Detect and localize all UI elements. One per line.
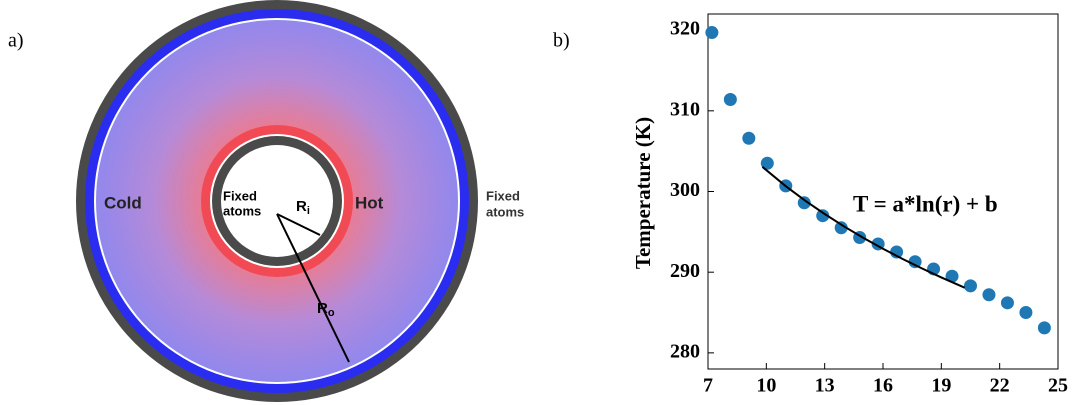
x-tick-label: 22 bbox=[990, 375, 1010, 397]
x-tick-label: 19 bbox=[931, 375, 951, 397]
data-point bbox=[1001, 296, 1014, 309]
fixed-label: Fixed bbox=[223, 188, 257, 203]
x-tick-label: 7 bbox=[703, 375, 713, 397]
x-tick-label: 16 bbox=[873, 375, 893, 397]
y-tick-label: 290 bbox=[670, 260, 700, 282]
fixed-label: Fixed bbox=[486, 188, 520, 203]
data-point bbox=[742, 132, 755, 145]
fixed-label: atoms bbox=[486, 204, 524, 219]
x-tick-label: 10 bbox=[756, 375, 776, 397]
data-point bbox=[1019, 306, 1032, 319]
y-tick-label: 280 bbox=[670, 340, 700, 362]
cold-label: Cold bbox=[104, 193, 142, 212]
y-tick-label: 300 bbox=[670, 179, 700, 201]
data-point bbox=[1038, 321, 1051, 334]
hot-label: Hot bbox=[355, 193, 384, 212]
y-tick-label: 320 bbox=[670, 18, 700, 40]
panel-b: b) Temperature (K) T = a*ln(r) + b 280 29… bbox=[553, 14, 1068, 397]
x-tick-label: 25 bbox=[1048, 375, 1068, 397]
panel-label: b) bbox=[553, 30, 570, 52]
data-point bbox=[724, 93, 737, 106]
figure: a) Cold Hot Fixed atoms Fixed atoms Ri R… bbox=[0, 0, 1078, 405]
data-point bbox=[705, 26, 718, 39]
panel-label: a) bbox=[8, 30, 24, 52]
y-tick-label: 310 bbox=[670, 98, 700, 120]
panel-a: a) Cold Hot Fixed atoms Fixed atoms Ri R… bbox=[8, 0, 524, 402]
y-axis-label: Temperature (K) bbox=[631, 117, 655, 269]
x-tick-label: 13 bbox=[815, 375, 835, 397]
fixed-label: atoms bbox=[223, 203, 261, 218]
data-point bbox=[982, 288, 995, 301]
equation: T = a*ln(r) + b bbox=[853, 191, 998, 216]
data-point bbox=[964, 279, 977, 292]
